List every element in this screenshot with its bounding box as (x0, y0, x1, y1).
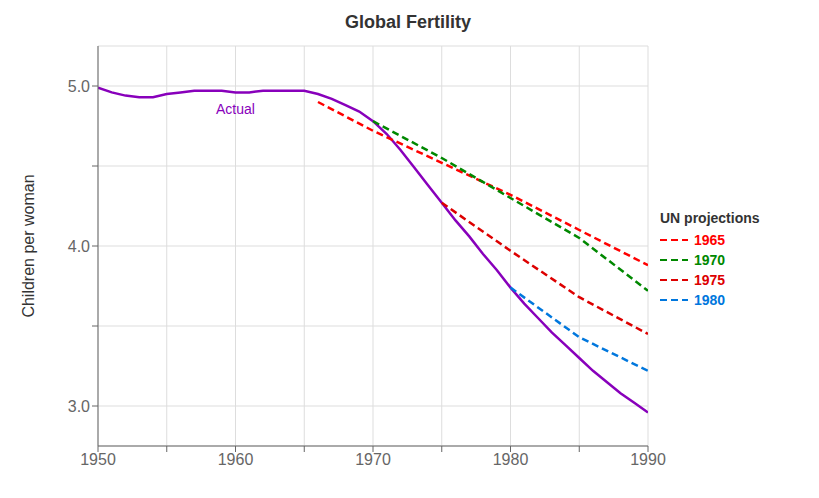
svg-text:Children per woman: Children per woman (20, 174, 37, 317)
html-text:UN projections: UN projections (660, 210, 760, 226)
svg-text:1950: 1950 (80, 451, 116, 468)
svg-text:1980: 1980 (493, 451, 529, 468)
svg-text:1960: 1960 (218, 451, 254, 468)
svg-text:5.0: 5.0 (68, 78, 90, 95)
svg-text:1990: 1990 (630, 451, 666, 468)
svg-text:1970: 1970 (355, 451, 391, 468)
html-text:Global Fertility: Global Fertility (345, 12, 471, 32)
svg-text:3.0: 3.0 (68, 398, 90, 415)
svg-text:4.0: 4.0 (68, 238, 90, 255)
html-text:1980: 1980 (694, 292, 726, 308)
html-text:1970: 1970 (694, 252, 726, 268)
svg-text:Actual: Actual (216, 101, 255, 117)
html-text:1975: 1975 (694, 272, 726, 288)
html-text:1965: 1965 (694, 232, 726, 248)
